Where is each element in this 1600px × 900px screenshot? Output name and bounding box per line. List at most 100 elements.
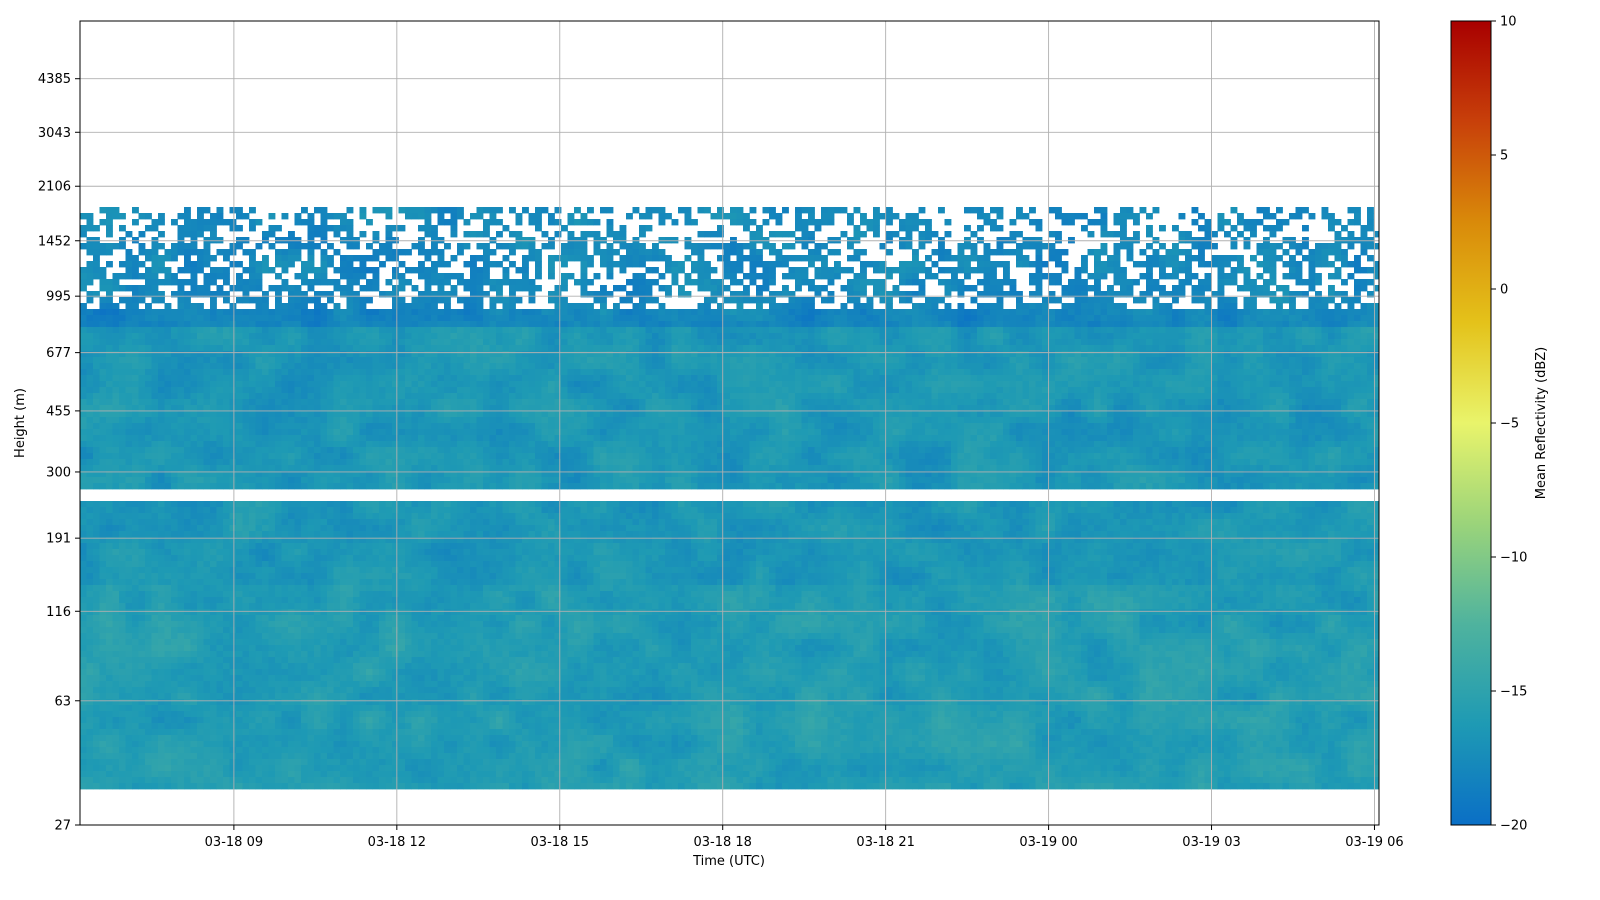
- heatmap-cell: [307, 411, 315, 418]
- heatmap-cell: [262, 363, 269, 370]
- heatmap-cell: [346, 423, 354, 430]
- heatmap-cell: [99, 327, 107, 334]
- heatmap-cell: [119, 777, 126, 784]
- heatmap-cell: [424, 543, 432, 550]
- heatmap-cell: [405, 777, 412, 784]
- heatmap-cell: [119, 531, 126, 538]
- heatmap-cell: [145, 777, 152, 784]
- heatmap-cell: [424, 585, 432, 592]
- heatmap-cell: [314, 423, 321, 430]
- heatmap-cell: [333, 417, 341, 424]
- heatmap-cell: [307, 711, 315, 718]
- heatmap-cell: [229, 615, 237, 622]
- heatmap-cell: [119, 519, 126, 526]
- heatmap-cell: [405, 435, 412, 442]
- heatmap-cell: [151, 645, 159, 652]
- heatmap-cell: [229, 777, 237, 784]
- heatmap-cell: [353, 291, 360, 298]
- heatmap-cell: [106, 543, 113, 550]
- heatmap-cell: [203, 651, 211, 658]
- heatmap-cell: [424, 567, 432, 574]
- heatmap-cell: [158, 609, 165, 616]
- heatmap-cell: [203, 225, 211, 232]
- heatmap-cell: [398, 693, 406, 700]
- heatmap-cell: [125, 777, 133, 784]
- heatmap-cell: [411, 603, 419, 610]
- heatmap-cell: [288, 315, 295, 322]
- heatmap-cell: [275, 747, 282, 754]
- heatmap-cell: [112, 381, 120, 388]
- heatmap-cell: [431, 765, 438, 772]
- heatmap-cell: [249, 219, 256, 226]
- heatmap-cell: [379, 759, 386, 766]
- heatmap-cell: [132, 681, 139, 688]
- heatmap-cell: [379, 327, 386, 334]
- heatmap-cell: [372, 423, 380, 430]
- heatmap-cell: [444, 567, 451, 574]
- heatmap-cell: [216, 651, 224, 658]
- heatmap-cell: [268, 501, 276, 508]
- heatmap-cell: [119, 435, 126, 442]
- heatmap-cell: [411, 783, 419, 790]
- heatmap-cell: [405, 729, 412, 736]
- heatmap-cell: [262, 687, 269, 694]
- heatmap-cell: [171, 357, 178, 364]
- heatmap-cell: [125, 339, 133, 346]
- heatmap-cell: [80, 597, 87, 604]
- heatmap-cell: [268, 777, 276, 784]
- heatmap-cell: [249, 261, 256, 268]
- heatmap-cell: [255, 357, 263, 364]
- heatmap-cell: [353, 621, 360, 628]
- heatmap-cell: [301, 345, 308, 352]
- heatmap-cell: [216, 369, 224, 376]
- heatmap-cell: [314, 675, 321, 682]
- heatmap-cell: [210, 525, 217, 532]
- heatmap-cell: [119, 243, 126, 250]
- heatmap-cell: [242, 609, 250, 616]
- heatmap-cell: [340, 765, 347, 772]
- heatmap-cell: [151, 399, 159, 406]
- heatmap-cell: [353, 645, 360, 652]
- heatmap-cell: [197, 333, 204, 340]
- heatmap-cell: [138, 519, 146, 526]
- heatmap-cell: [437, 555, 445, 562]
- heatmap-cell: [301, 561, 308, 568]
- heatmap-cell: [340, 747, 347, 754]
- heatmap-cell: [392, 237, 399, 244]
- heatmap-cell: [275, 681, 282, 688]
- heatmap-cell: [327, 585, 334, 592]
- heatmap-cell: [437, 621, 445, 628]
- heatmap-cell: [320, 525, 328, 532]
- heatmap-cell: [437, 765, 445, 772]
- heatmap-cell: [177, 369, 185, 376]
- heatmap-cell: [366, 243, 373, 250]
- heatmap-cell: [288, 669, 295, 676]
- heatmap-cell: [353, 363, 360, 370]
- heatmap-cell: [372, 465, 380, 472]
- heatmap-cell: [145, 423, 152, 430]
- heatmap-cell: [268, 597, 276, 604]
- heatmap-cell: [255, 711, 263, 718]
- heatmap-cell: [138, 639, 146, 646]
- heatmap-cell: [184, 573, 191, 580]
- heatmap-cell: [307, 441, 315, 448]
- heatmap-cell: [281, 399, 289, 406]
- heatmap-cell: [86, 705, 94, 712]
- heatmap-cell: [340, 405, 347, 412]
- heatmap-cell: [184, 591, 191, 598]
- heatmap-cell: [411, 393, 419, 400]
- heatmap-cell: [86, 417, 94, 424]
- heatmap-cell: [151, 681, 159, 688]
- heatmap-cell: [268, 711, 276, 718]
- heatmap-cell: [236, 507, 243, 514]
- heatmap-cell: [359, 753, 367, 760]
- heatmap-cell: [197, 291, 204, 298]
- heatmap-cell: [132, 369, 139, 376]
- heatmap-cell: [333, 345, 341, 352]
- heatmap-cell: [327, 783, 334, 790]
- heatmap-cell: [294, 645, 302, 652]
- heatmap-cell: [255, 585, 263, 592]
- heatmap-cell: [327, 411, 334, 418]
- heatmap-cell: [236, 309, 243, 316]
- heatmap-cell: [398, 609, 406, 616]
